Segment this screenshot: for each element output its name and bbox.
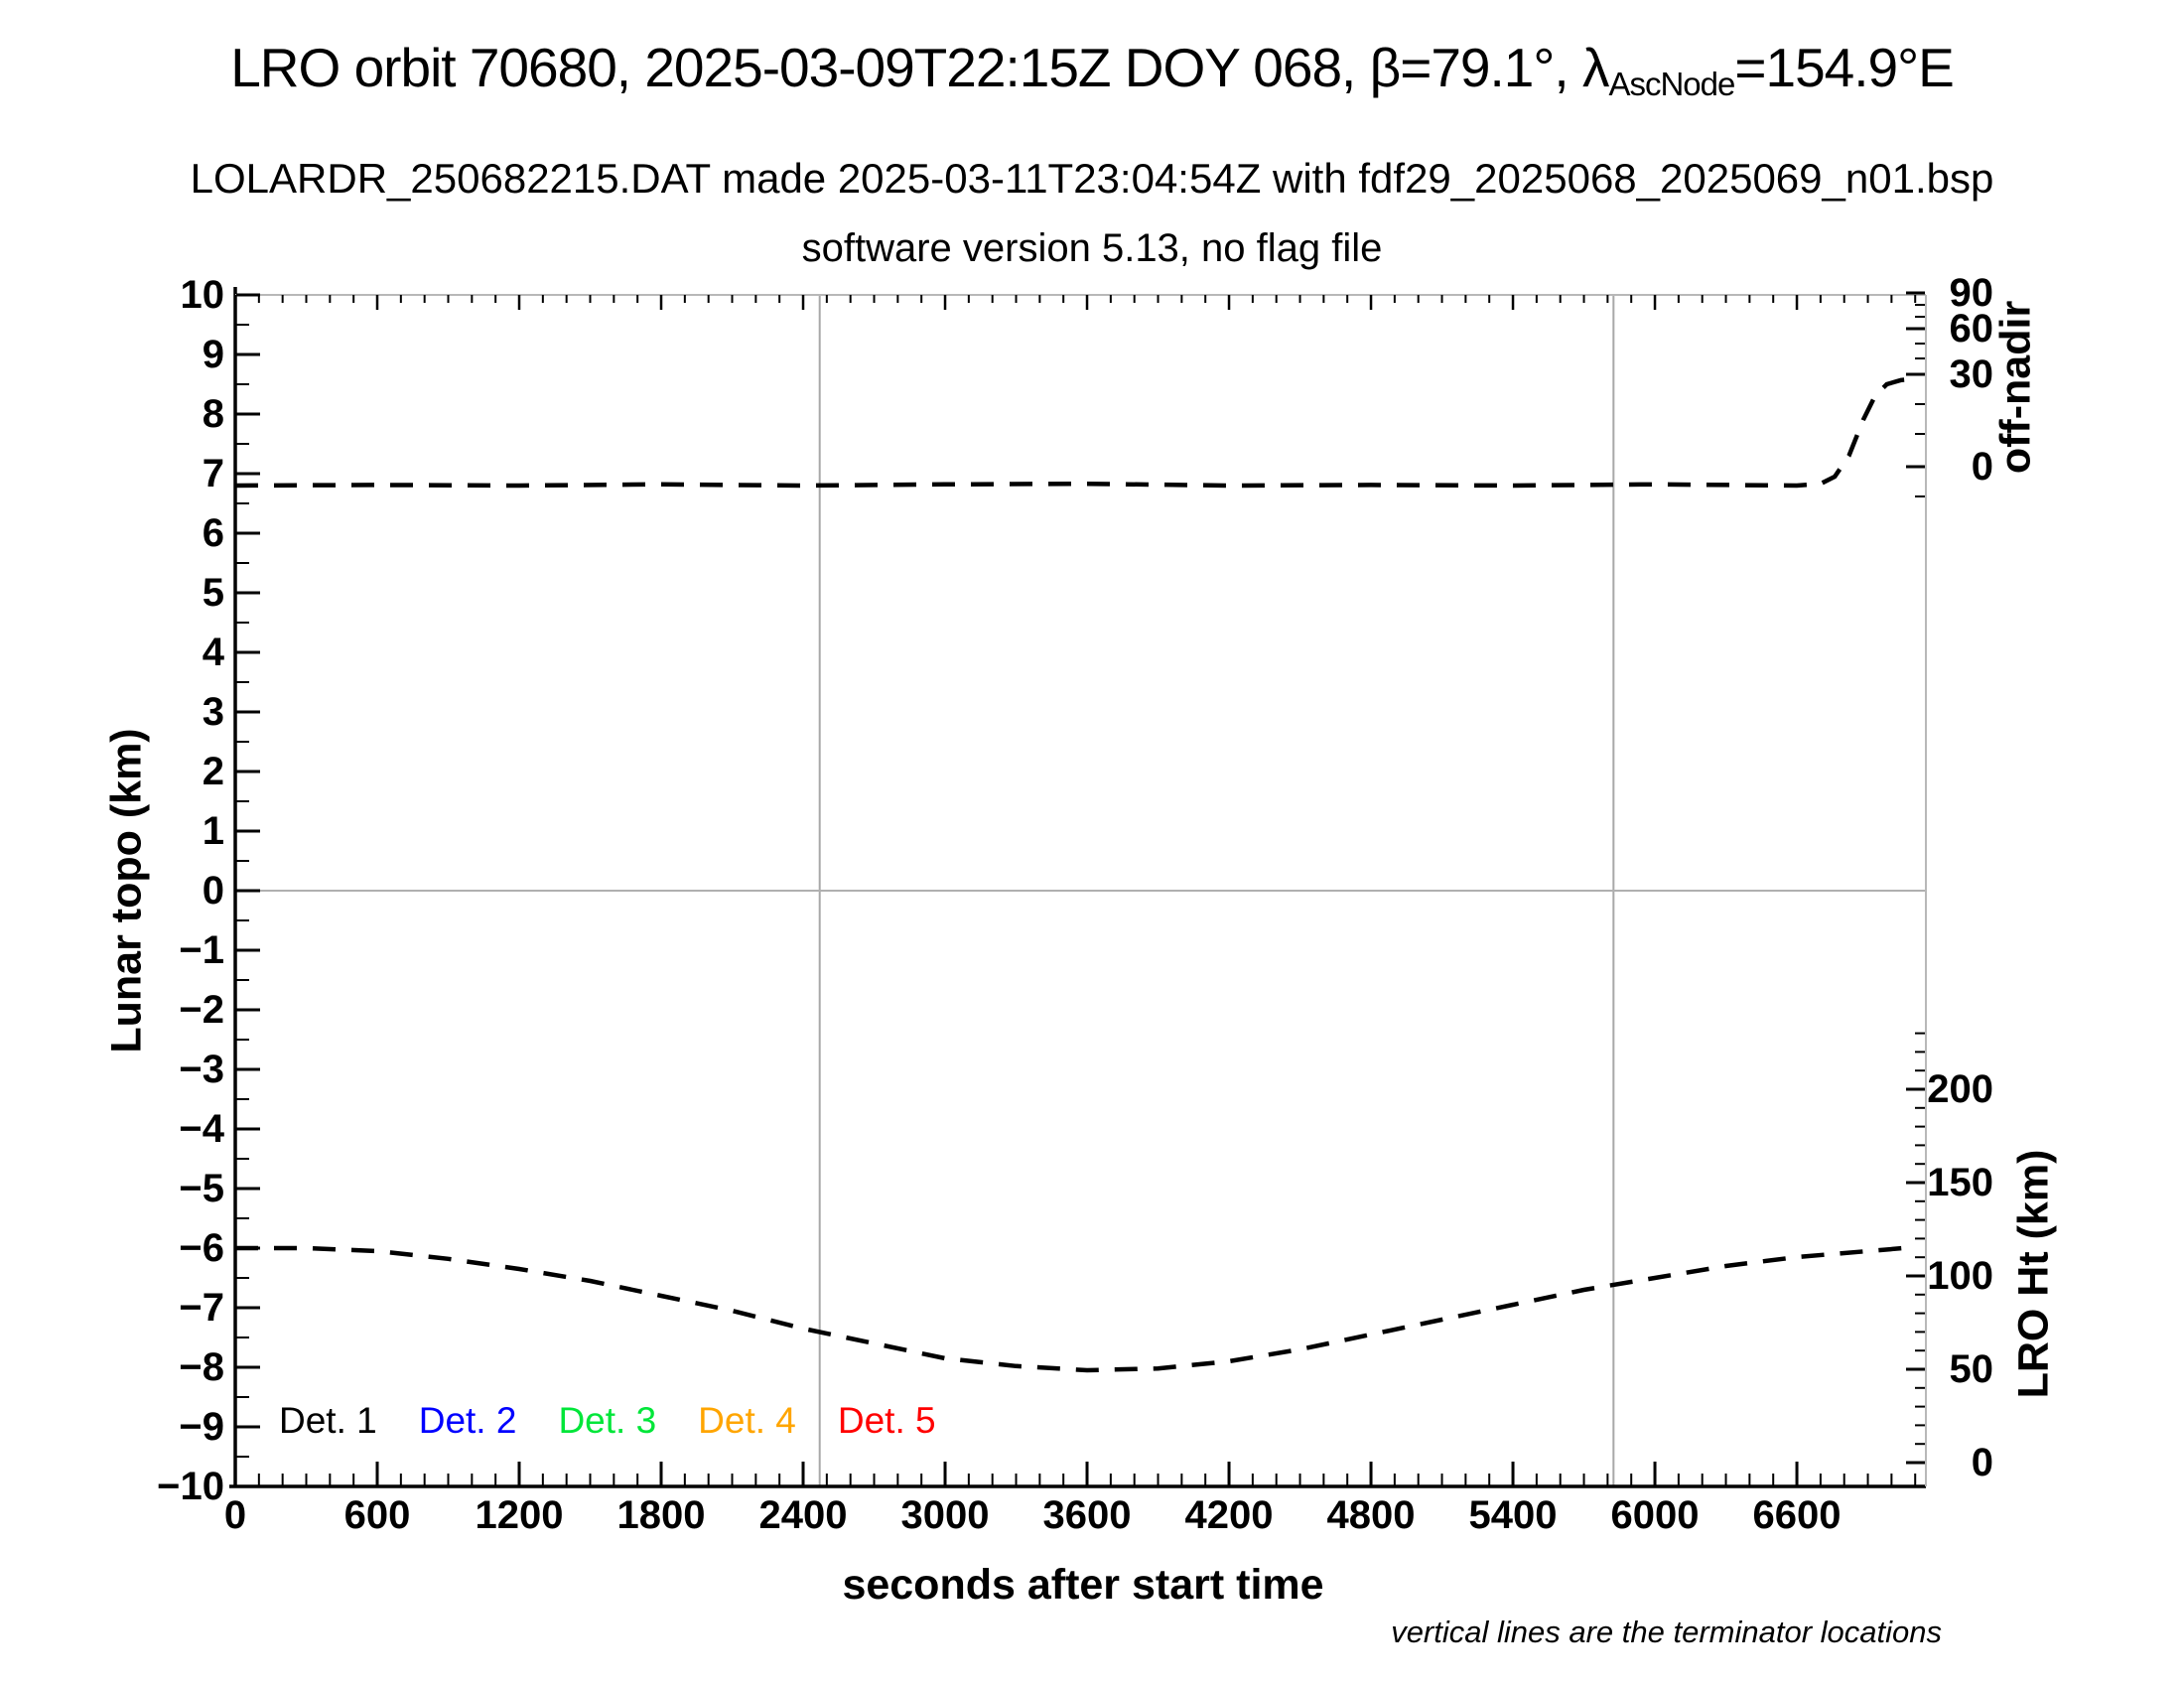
y-left-tick-label: −9 [179, 1405, 224, 1449]
legend-item-detdetdetdetdet3: Det. 3 [558, 1400, 657, 1441]
y-left-tick-label: 9 [202, 333, 224, 376]
x-tick-label: 5400 [1468, 1493, 1558, 1537]
y-right-height-axis-title: LRO Ht (km) [2009, 1149, 2058, 1399]
x-tick-label: 6000 [1610, 1493, 1700, 1537]
lro-ht-tick-label: 0 [1971, 1441, 1993, 1484]
lro-ht-tick-label: 150 [1927, 1161, 1993, 1204]
y-right-offnadir-axis-title: off-nadir [1991, 300, 2040, 475]
x-tick-label: 600 [343, 1493, 411, 1537]
y-left-tick-label: −4 [179, 1107, 224, 1151]
x-tick-label: 4800 [1326, 1493, 1416, 1537]
y-left-tick-label: −6 [179, 1226, 224, 1270]
x-tick-label: 3000 [900, 1493, 990, 1537]
y-left-tick-label: 1 [202, 809, 224, 853]
lro-ht-tick-label: 200 [1927, 1067, 1993, 1111]
y-left-tick-label: 8 [202, 392, 224, 436]
y-left-tick-label: 7 [202, 452, 224, 495]
legend-item-detdetdetdetdet4: Det. 4 [698, 1400, 796, 1441]
lro-ht-tick-label: 100 [1927, 1254, 1993, 1298]
offnadir-tick-label: 60 [1949, 307, 1994, 351]
y-left-tick-label: −8 [179, 1345, 224, 1389]
y-left-tick-label: −7 [179, 1286, 224, 1330]
y-left-tick-label: 2 [202, 750, 224, 793]
lro-ht-tick-label: 50 [1949, 1347, 1994, 1391]
x-tick-label: 0 [223, 1493, 247, 1537]
x-tick-label: 1800 [616, 1493, 706, 1537]
x-tick-label: 1200 [475, 1493, 564, 1537]
off-nadir-curve [234, 375, 1921, 489]
y-left-tick-label: −3 [179, 1048, 224, 1091]
offnadir-tick-label: 0 [1971, 445, 1993, 489]
y-left-tick-label: 6 [202, 511, 224, 555]
terminator-footnote: vertical lines are the terminator locati… [1391, 1615, 1942, 1649]
title-subscript: AscNode [1608, 66, 1735, 103]
y-left-tick-label: 0 [202, 869, 224, 913]
y-left-tick-label: 4 [202, 631, 224, 674]
x-tick-label: 3600 [1042, 1493, 1132, 1537]
y-left-tick-label: −2 [179, 988, 224, 1032]
y-left-tick-label: 5 [202, 571, 224, 615]
lro-height-curve [235, 1245, 1904, 1373]
x-tick-label: 6600 [1752, 1493, 1842, 1537]
subtitle-version: software version 5.13, no flag file [801, 226, 1383, 270]
x-axis-title: seconds after start time [842, 1561, 1324, 1609]
y-left-tick-label: −1 [179, 928, 224, 972]
legend-item-detdetdetdetdet5: Det. 5 [837, 1400, 936, 1441]
offnadir-tick-label: 30 [1949, 352, 1994, 396]
legend-item-detdetdetdetdet2: Det. 2 [418, 1400, 517, 1441]
x-tick-label: 2400 [758, 1493, 848, 1537]
x-tick-label: 4200 [1184, 1493, 1274, 1537]
y-left-tick-label: 10 [180, 273, 225, 317]
page-title: LRO orbit 70680, 2025-03-09T22:15Z DOY 0… [230, 37, 1955, 103]
y-left-tick-label: −10 [157, 1465, 224, 1508]
y-left-tick-label: 3 [202, 690, 224, 734]
y-left-tick-label: −5 [179, 1167, 224, 1210]
legend-item-detdetdetdetdet1: Det. 1 [279, 1400, 377, 1441]
offnadir-tick-label: 90 [1949, 271, 1994, 315]
detector-legend: Det. 1 Det. 2 Det. 3 Det. 4 Det. 5 [279, 1400, 936, 1442]
subtitle-file: LOLARDR_250682215.DAT made 2025-03-11T23… [190, 155, 1994, 202]
